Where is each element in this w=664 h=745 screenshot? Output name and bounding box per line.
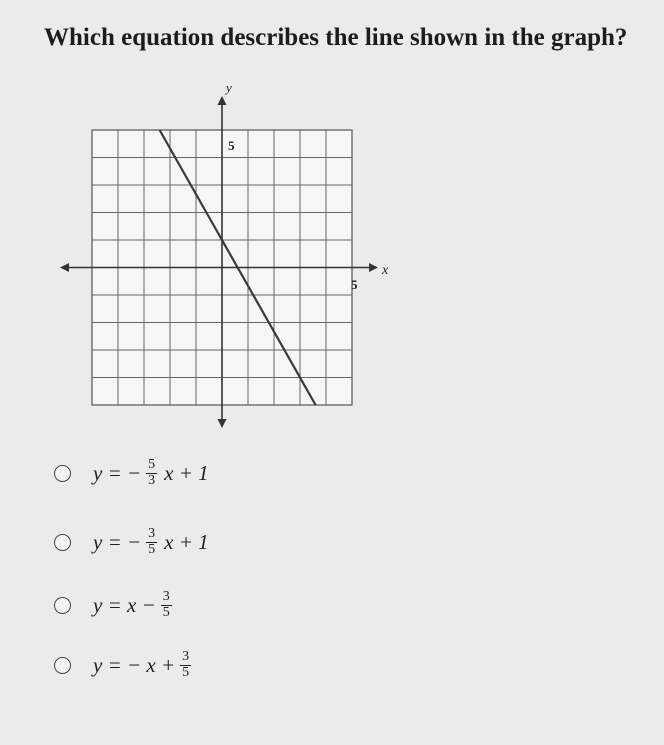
radio-button[interactable] (54, 596, 71, 614)
y-arrow (217, 96, 227, 105)
option-prefix: y = − (93, 460, 142, 485)
answer-option[interactable]: y = −5 3 x + 1 (54, 457, 209, 488)
answer-option[interactable]: y = −3 5 x + 1 (54, 526, 209, 557)
numerator: 3 (180, 649, 192, 666)
option-suffix: x + 1 (164, 460, 209, 485)
radio-button[interactable] (54, 464, 71, 482)
denominator: 5 (162, 604, 170, 620)
numerator: 3 (146, 526, 158, 543)
graph: y x 5 5 (60, 80, 389, 428)
radio-button[interactable] (54, 533, 71, 551)
graph-line (158, 129, 317, 406)
x-axis-label: x (381, 263, 389, 278)
y-arrow (217, 419, 227, 428)
denominator: 3 (148, 472, 156, 488)
x-tick-label: 5 (351, 277, 358, 292)
option-prefix: y = x − (93, 592, 156, 617)
denominator: 5 (148, 541, 156, 557)
x-arrow (369, 263, 378, 272)
denominator: 5 (182, 664, 190, 680)
answer-option[interactable]: y = − x +3 5 (54, 649, 196, 680)
option-suffix: x + 1 (164, 529, 209, 554)
y-tick-label: 5 (228, 138, 235, 153)
x-arrow (60, 263, 69, 272)
option-prefix: y = − x + (93, 652, 176, 677)
y-axis-label: y (224, 80, 232, 95)
answer-option[interactable]: y = x −3 5 (54, 589, 177, 620)
numerator: 3 (160, 589, 172, 606)
radio-button[interactable] (54, 656, 71, 674)
question: Which equation describes the line shown … (44, 24, 628, 51)
numerator: 5 (146, 457, 158, 474)
option-prefix: y = − (93, 529, 142, 554)
